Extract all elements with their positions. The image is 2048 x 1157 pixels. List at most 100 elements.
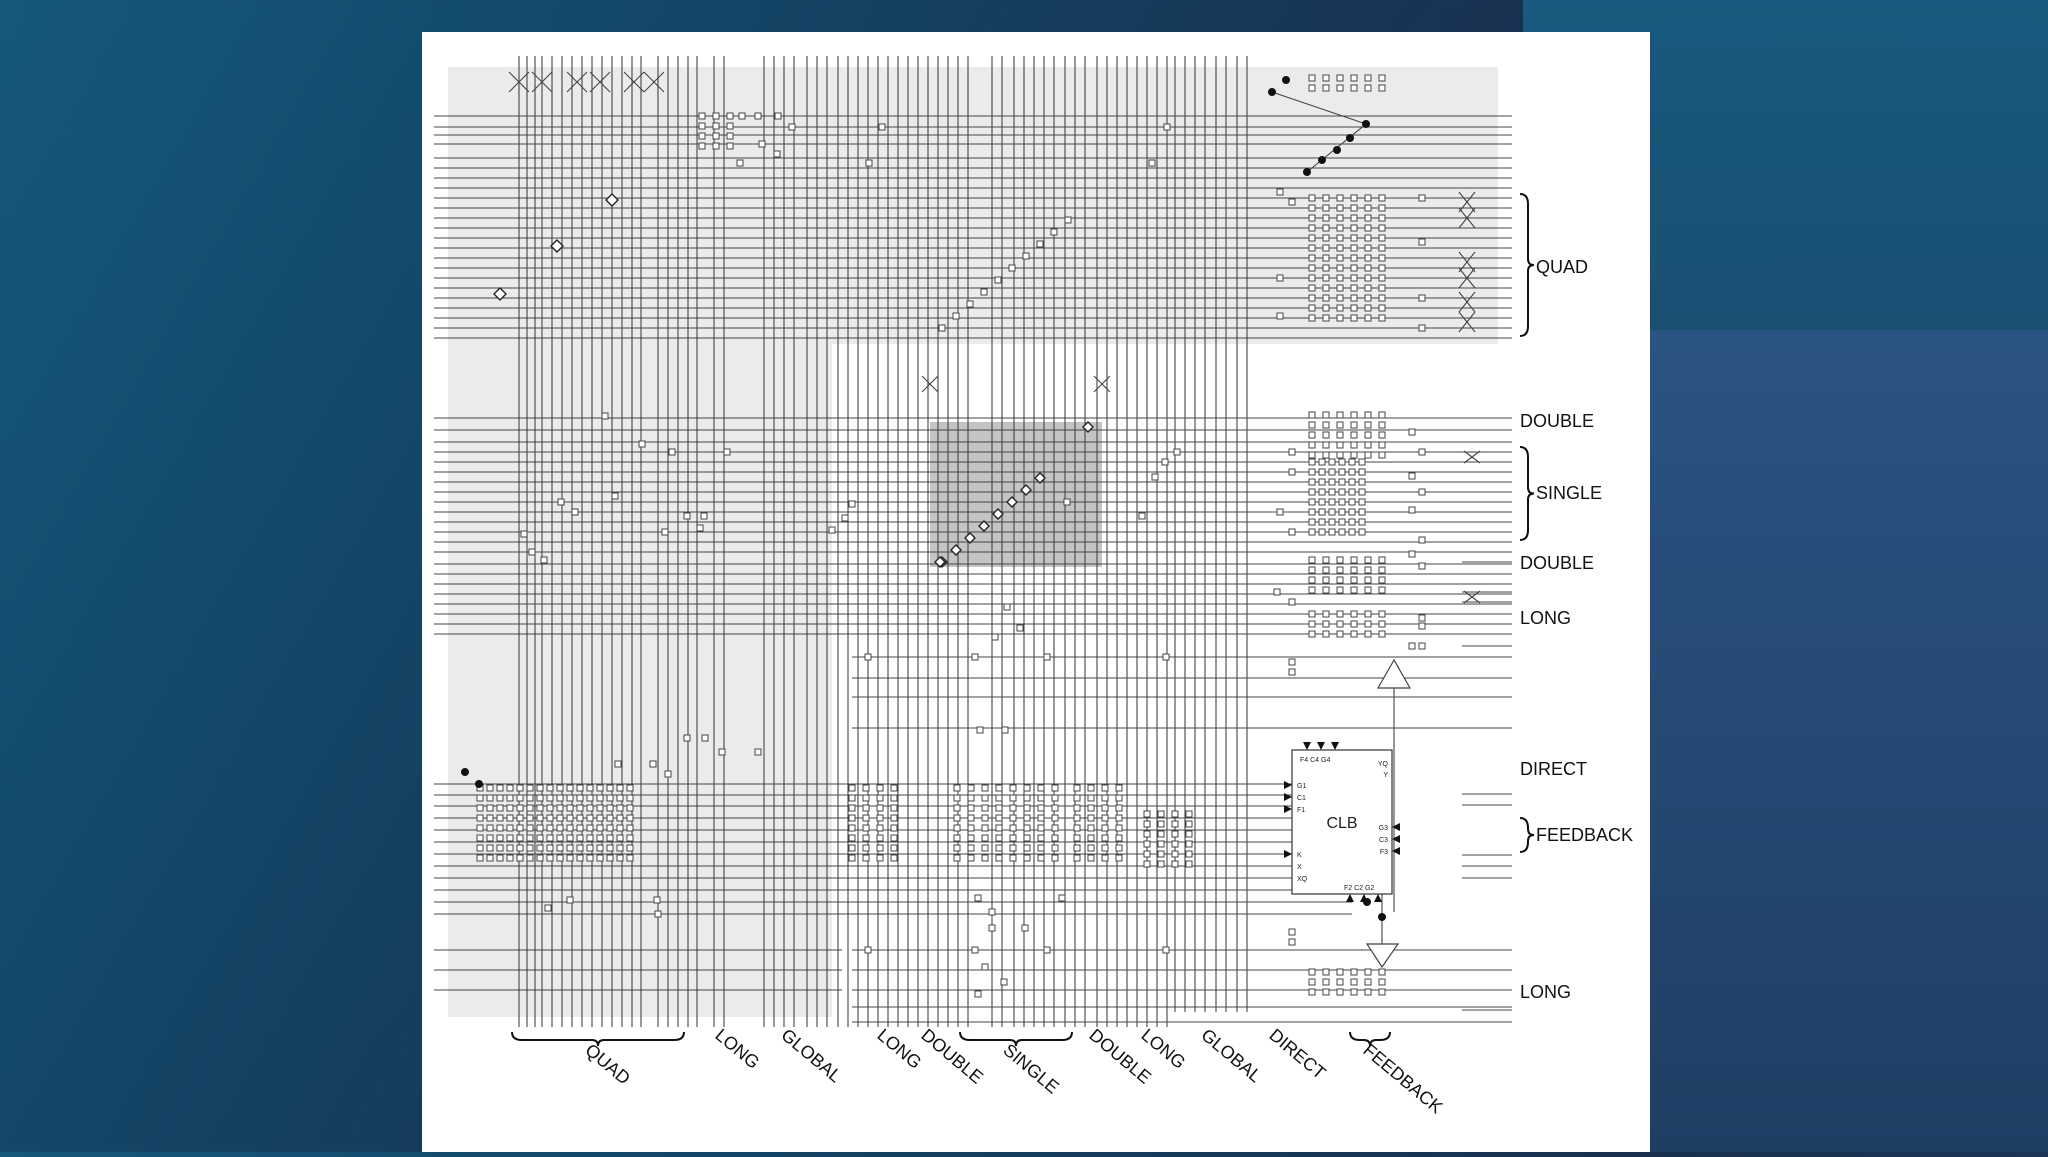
slide-canvas: CLB F4 C4 G4 F2 C2 G2 YQ Y G1 C1 F1 K X XQ G3 C3 F3 Q… — [422, 32, 1650, 1152]
pip-box — [995, 814, 1003, 822]
pip-box — [1308, 264, 1316, 272]
pip-box — [1378, 421, 1386, 429]
clb-pin-g3: G3 — [1379, 825, 1388, 832]
pip-box — [1336, 294, 1344, 302]
label-global-2: GLOBAL — [1197, 1025, 1265, 1087]
pip-box — [848, 844, 856, 852]
pip-box — [566, 784, 574, 792]
pip-box — [758, 140, 766, 148]
pip-box — [506, 824, 514, 832]
pip-box — [1350, 451, 1358, 459]
pip-box — [1418, 294, 1426, 302]
pip-box — [967, 854, 975, 862]
pip-box — [890, 814, 898, 822]
pip-box — [496, 834, 504, 842]
pip-box — [576, 854, 584, 862]
pip-box — [1378, 214, 1386, 222]
pip-box — [1308, 431, 1316, 439]
pip-box — [1350, 630, 1358, 638]
pip-box — [1338, 498, 1346, 506]
pip-box — [1162, 653, 1170, 661]
pip-box — [626, 844, 634, 852]
pip-box — [788, 123, 796, 131]
junction-dot — [1318, 156, 1326, 164]
pip-box — [953, 844, 961, 852]
pip-box — [1308, 441, 1316, 449]
pip-box — [1338, 468, 1346, 476]
pip-box — [496, 784, 504, 792]
pip-box — [516, 814, 524, 822]
pip-box — [1336, 586, 1344, 594]
pip-box — [1087, 854, 1095, 862]
pip-box — [1418, 642, 1426, 650]
clb-pin-k: K — [1297, 852, 1302, 859]
pip-box — [626, 834, 634, 842]
routing-diagram: CLB F4 C4 G4 F2 C2 G2 YQ Y G1 C1 F1 KX XQ G3 C3 F3 Q… — [434, 56, 1633, 1117]
pip-box — [1378, 610, 1386, 618]
pip-box — [1378, 978, 1386, 986]
switch-diamond — [1020, 484, 1032, 496]
shaded-switch-box — [930, 422, 1102, 567]
pip-box — [1378, 274, 1386, 282]
pip-box — [556, 824, 564, 832]
pip-box — [1322, 194, 1330, 202]
pip-box — [848, 784, 856, 792]
pip-box — [1336, 620, 1344, 628]
pip-box — [526, 814, 534, 822]
pip-box — [862, 824, 870, 832]
pip-box — [1308, 556, 1316, 564]
pip-box — [862, 844, 870, 852]
pip-box — [1418, 448, 1426, 456]
brace-feedback — [1519, 817, 1535, 853]
pip-box — [1087, 814, 1095, 822]
pip-box — [546, 824, 554, 832]
pip-box — [546, 784, 554, 792]
pip-box — [1023, 814, 1031, 822]
pip-box — [1408, 506, 1416, 514]
pip-box — [1378, 451, 1386, 459]
pip-box — [1350, 194, 1358, 202]
twist — [1458, 191, 1476, 213]
pip-box — [1308, 610, 1316, 618]
pip-box — [486, 834, 494, 842]
pip-box — [971, 653, 979, 661]
pip-box — [1336, 314, 1344, 322]
pip-box — [995, 804, 1003, 812]
pip-box — [1308, 576, 1316, 584]
pip-box — [1338, 478, 1346, 486]
pip-box — [876, 854, 884, 862]
pip-box — [1350, 620, 1358, 628]
pip-box — [1378, 988, 1386, 996]
pip-box — [1328, 528, 1336, 536]
pip-box — [1009, 834, 1017, 842]
switch-diamond — [964, 532, 976, 544]
pip-box — [1322, 254, 1330, 262]
pip-box — [848, 834, 856, 842]
pip-box — [536, 844, 544, 852]
twist — [1458, 311, 1476, 333]
pip-box — [1378, 576, 1386, 584]
pip-box — [1073, 784, 1081, 792]
pip-box — [1358, 518, 1366, 526]
pip-box — [1350, 421, 1358, 429]
pip-box — [1288, 658, 1296, 666]
pip-box — [586, 844, 594, 852]
pip-box — [1073, 794, 1081, 802]
clb-pin-yq: YQ — [1378, 761, 1389, 768]
pip-box — [1364, 968, 1372, 976]
pip-box — [1348, 498, 1356, 506]
pip-box — [1408, 642, 1416, 650]
pip-box — [1364, 84, 1372, 92]
pip-box — [953, 834, 961, 842]
pip-box — [1364, 610, 1372, 618]
pip-box — [1378, 620, 1386, 628]
twist — [1458, 251, 1476, 273]
pip-box — [1157, 840, 1165, 848]
pip-box — [1328, 468, 1336, 476]
pip-box — [1023, 844, 1031, 852]
pip-box — [1364, 214, 1372, 222]
pip-box — [723, 448, 731, 456]
pip-box — [1308, 294, 1316, 302]
pip-box — [1336, 610, 1344, 618]
pip-box — [828, 526, 836, 534]
